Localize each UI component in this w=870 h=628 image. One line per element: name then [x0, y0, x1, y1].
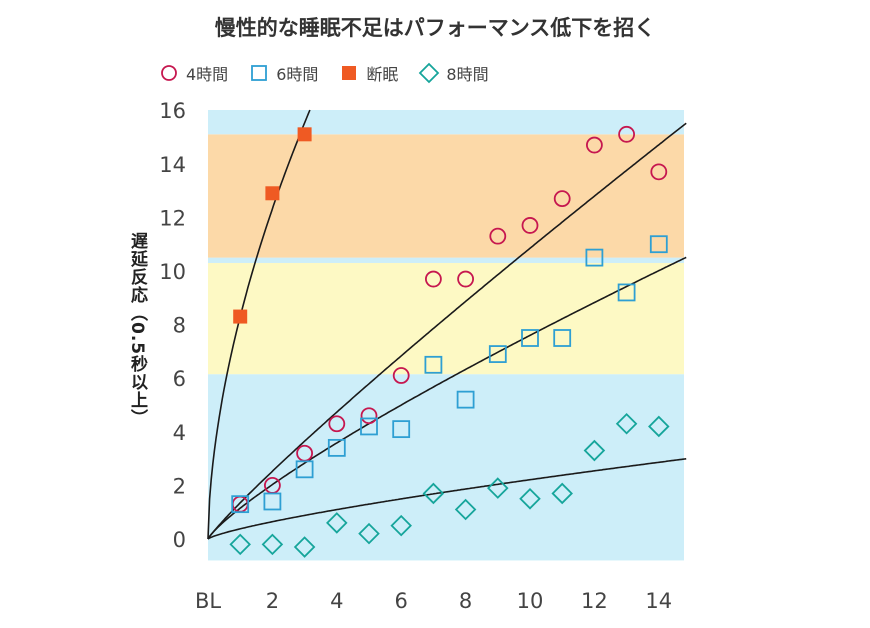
- fit-curve-1: [207, 122, 687, 540]
- legend-item-deprivation: 断眠: [338, 61, 398, 85]
- legend-label-8h: 8時間: [446, 65, 489, 84]
- y-tick-0: 0: [173, 528, 186, 552]
- y-tick-12: 12: [159, 206, 186, 230]
- data-point-s2-7: [424, 355, 443, 374]
- y-tick-16: 16: [159, 99, 186, 123]
- data-point-s1-9: [489, 227, 507, 245]
- data-point-s2-5: [360, 417, 378, 436]
- data-point-s4-2: [261, 533, 284, 556]
- open-square-marker-icon: [251, 65, 268, 81]
- legend-label-6h: 6時間: [276, 65, 319, 84]
- data-point-s4-13: [615, 412, 638, 435]
- data-points: [229, 125, 670, 558]
- data-point-s3-1: [233, 309, 248, 324]
- x-tick-BL: BL: [195, 589, 221, 613]
- y-tick-4: 4: [173, 421, 186, 445]
- data-point-s2-12: [585, 248, 604, 267]
- legend-label-4h: 4時間: [186, 65, 229, 84]
- x-tick-4: 4: [330, 589, 343, 613]
- fit-curve-4: [207, 458, 687, 540]
- data-point-s2-9: [488, 345, 507, 363]
- band-4: [208, 110, 684, 135]
- data-point-s2-3: [295, 460, 314, 479]
- x-tick-8: 8: [459, 589, 472, 613]
- y-tick-8: 8: [173, 314, 186, 338]
- legend: 4時間 6時間 断眠 8時間: [158, 60, 509, 86]
- data-point-s2-4: [327, 438, 346, 457]
- data-point-s1-10: [521, 217, 539, 234]
- data-point-s2-10: [521, 329, 539, 347]
- legend-label-deprivation: 断眠: [366, 65, 399, 84]
- data-point-s4-12: [583, 439, 606, 462]
- fit-curves: [207, 109, 687, 540]
- data-point-s4-9: [487, 477, 509, 499]
- open-diamond-marker-icon: [419, 62, 440, 84]
- data-point-s1-8: [457, 270, 475, 288]
- data-point-s1-13: [618, 125, 635, 143]
- x-axis-ticks: BL 2 4 6 8 10 12 14: [195, 589, 672, 613]
- data-point-s4-8: [454, 498, 477, 521]
- data-point-s1-12: [586, 136, 603, 154]
- y-tick-2: 2: [173, 474, 186, 498]
- data-point-s1-14: [650, 163, 668, 181]
- y-tick-10: 10: [159, 260, 186, 284]
- data-point-s4-1: [229, 533, 251, 556]
- data-point-s4-11: [551, 482, 573, 505]
- data-point-s1-6: [392, 367, 410, 384]
- data-point-s4-5: [358, 522, 380, 545]
- data-point-s4-4: [326, 512, 348, 534]
- legend-item-6h: 6時間: [248, 61, 318, 85]
- chart-title: 慢性的な睡眠不足はパフォーマンス低下を招く: [214, 16, 656, 40]
- background-bands: [208, 110, 684, 561]
- fit-curve-2: [207, 256, 687, 540]
- data-point-s2-1: [231, 495, 250, 514]
- open-circle-marker-icon: [161, 65, 177, 81]
- band-3: [208, 134, 684, 258]
- data-point-s2-6: [392, 420, 411, 439]
- x-tick-14: 14: [645, 589, 672, 613]
- x-tick-10: 10: [517, 589, 544, 613]
- data-point-s2-11: [553, 329, 572, 347]
- x-tick-6: 6: [395, 589, 408, 613]
- data-point-s1-5: [360, 407, 378, 425]
- data-point-s2-2: [263, 492, 282, 511]
- data-point-s2-13: [617, 283, 636, 302]
- x-tick-2: 2: [266, 589, 279, 613]
- fit-curve-3: [207, 109, 311, 540]
- legend-item-4h: 4時間: [158, 61, 228, 85]
- data-point-s1-11: [553, 190, 571, 208]
- legend-item-8h: 8時間: [418, 61, 489, 85]
- data-point-s1-7: [424, 270, 442, 288]
- y-tick-14: 14: [159, 153, 186, 177]
- data-point-s2-14: [649, 235, 668, 254]
- x-tick-12: 12: [581, 589, 608, 613]
- band-0: [208, 374, 684, 561]
- data-point-s4-14: [648, 415, 670, 438]
- filled-square-marker-icon: [342, 66, 357, 80]
- y-axis-ticks: 0 2 4 6 8 10 12 14 16: [159, 99, 186, 552]
- data-point-s3-2: [265, 186, 280, 201]
- data-point-s4-10: [519, 488, 541, 510]
- y-tick-6: 6: [173, 367, 186, 391]
- data-point-s1-4: [328, 415, 346, 433]
- data-point-s4-3: [293, 536, 316, 558]
- band-2: [208, 257, 684, 263]
- data-point-s4-6: [390, 514, 412, 537]
- data-point-s2-8: [456, 390, 475, 409]
- data-point-s3-3: [297, 127, 312, 142]
- data-point-s4-7: [422, 482, 445, 505]
- y-axis-label: 遅延反応（0.5秒以上）: [127, 232, 147, 428]
